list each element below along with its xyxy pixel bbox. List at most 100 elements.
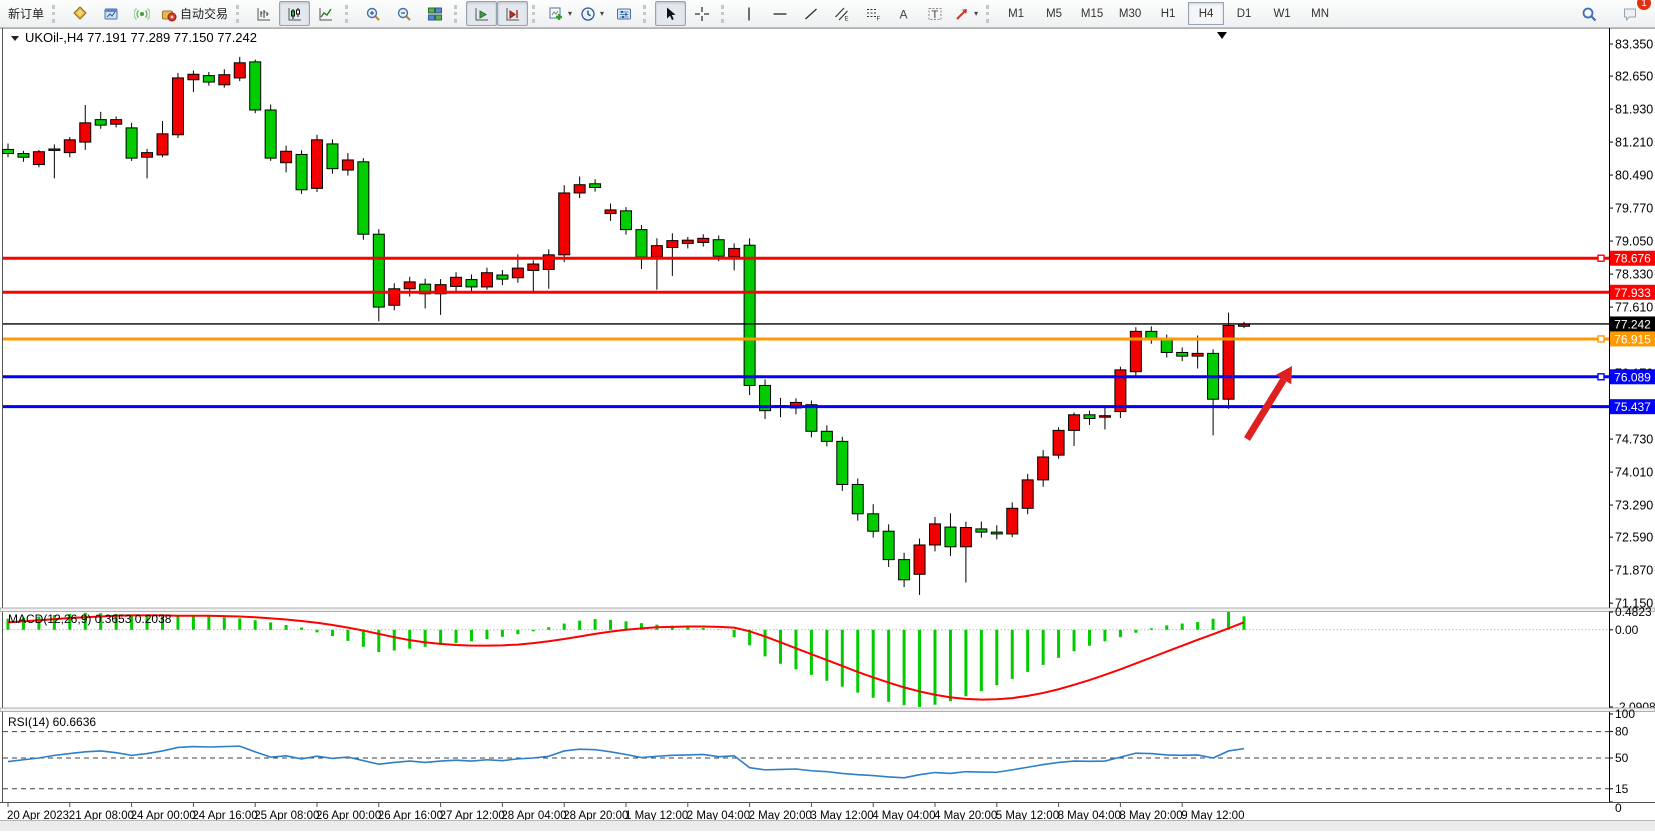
bar-chart-icon[interactable]: [248, 1, 279, 26]
timeframe-M1[interactable]: M1: [1008, 7, 1025, 20]
timeframe-M30[interactable]: M30: [1118, 7, 1142, 20]
chart-canvas[interactable]: 83.350 82.650 81.930 81.210 80.490 79.770 79.0…: [0, 28, 1655, 831]
signal-icon[interactable]: [126, 1, 157, 26]
candle: [959, 527, 972, 548]
candle: [280, 150, 293, 164]
candle: [1176, 351, 1189, 357]
time-marker-icon[interactable]: [1217, 32, 1227, 39]
timeframe-M15[interactable]: M15: [1080, 7, 1104, 20]
zoom-in-icon[interactable]: [357, 1, 388, 26]
date-tick-label: 26 Apr 16:00: [378, 810, 443, 822]
timeframe-H4[interactable]: H4: [1188, 2, 1225, 25]
timeframe-MN[interactable]: MN: [1311, 7, 1330, 20]
candle: [1068, 414, 1081, 431]
candle: [728, 247, 741, 258]
price-tick-label: 81.210: [1615, 136, 1653, 150]
line-chart-icon[interactable]: [310, 1, 341, 26]
price-label: 76.089: [1614, 370, 1651, 384]
rsi-line: [7, 745, 1245, 779]
candle: [620, 210, 632, 231]
candle: [898, 559, 911, 581]
date-tick-label: 4 May 04:00: [872, 810, 935, 822]
new-chart-button[interactable]: ▾: [544, 1, 576, 26]
chart-window-icon[interactable]: [95, 1, 126, 26]
chart-shift-icon[interactable]: [497, 1, 529, 26]
vertical-line-icon[interactable]: [733, 1, 764, 26]
auto-trading-button[interactable]: 自动交易: [157, 1, 232, 26]
candle: [681, 239, 694, 244]
notification-badge: 1: [1637, 0, 1651, 10]
timeframe-D1[interactable]: D1: [1236, 7, 1252, 20]
channel-icon[interactable]: E: [826, 1, 857, 26]
candle: [990, 531, 1003, 535]
price-tick-label: 80.490: [1615, 169, 1653, 183]
candle: [1052, 429, 1065, 456]
candle: [944, 526, 957, 548]
arrows-icon[interactable]: ▾: [950, 1, 982, 26]
candle: [527, 263, 540, 271]
search-icon[interactable]: [1573, 1, 1604, 26]
candle: [759, 384, 772, 412]
date-tick-label: 20 Apr 2023: [7, 810, 69, 822]
price-tick-label: 71.150: [1615, 597, 1653, 611]
price-label-box: [1610, 369, 1655, 385]
chevron-down-icon: ▾: [974, 9, 979, 18]
date-tick-label: 8 May 20:00: [1119, 810, 1182, 822]
auto-scroll-icon[interactable]: [466, 1, 498, 26]
notifications-button[interactable]: 1: [1614, 0, 1651, 26]
timeframe-W1[interactable]: W1: [1273, 7, 1291, 20]
toolbar-grip: [986, 4, 992, 23]
fibonacci-icon[interactable]: F: [857, 1, 888, 26]
price-label-box: [1610, 331, 1655, 347]
trendline-icon[interactable]: [795, 1, 826, 26]
date-tick-label: 28 Apr 20:00: [563, 810, 628, 822]
rsi-tick-label: 15: [1615, 782, 1629, 796]
text-icon[interactable]: A: [888, 1, 919, 26]
chart-settings-icon[interactable]: [608, 1, 639, 26]
candle: [341, 159, 354, 171]
candle: [372, 233, 385, 308]
horizontal-line-icon[interactable]: [764, 1, 795, 26]
price-tick-label: 77.610: [1615, 301, 1653, 315]
arrow-annotation[interactable]: [1244, 377, 1287, 441]
price-tick-label: 74.010: [1615, 466, 1653, 480]
toolbar-grip: [454, 4, 460, 23]
date-tick-label: 8 May 04:00: [1058, 810, 1121, 822]
candle: [233, 62, 246, 79]
candle: [867, 513, 880, 532]
cursor-icon[interactable]: [655, 1, 687, 26]
candle: [94, 119, 107, 126]
candlestick-chart-icon[interactable]: [279, 1, 311, 26]
date-tick-label: 25 Apr 08:00: [254, 810, 319, 822]
candle: [929, 523, 941, 546]
new-order-button[interactable]: 新订单: [4, 1, 48, 26]
timeframe-M5[interactable]: M5: [1046, 7, 1063, 20]
candle: [666, 240, 679, 248]
zoom-out-icon[interactable]: [388, 1, 419, 26]
price-tick-label: 83.350: [1615, 38, 1653, 52]
period-button[interactable]: ▾: [576, 1, 608, 26]
candle: [1021, 479, 1034, 509]
candle: [63, 139, 76, 154]
text-label-icon[interactable]: T: [919, 1, 950, 26]
candle: [836, 440, 849, 485]
candle: [311, 139, 323, 189]
candle: [202, 75, 215, 83]
date-tick-label: 9 May 12:00: [1181, 810, 1244, 822]
gold-seal-icon[interactable]: [64, 1, 95, 26]
candle: [573, 184, 586, 194]
candle: [480, 272, 493, 288]
candle: [743, 244, 756, 386]
svg-text:F: F: [876, 16, 880, 22]
tile-windows-icon[interactable]: [419, 1, 450, 26]
candle: [1129, 330, 1142, 373]
price-chart[interactable]: 83.350 82.650 81.930 81.210 80.490 79.770 79.0…: [0, 28, 1655, 831]
symbol-dropdown-icon[interactable]: [11, 36, 19, 41]
timeframe-H1[interactable]: H1: [1160, 7, 1176, 20]
candle: [450, 276, 463, 287]
svg-text:T: T: [931, 9, 938, 21]
crosshair-icon[interactable]: [686, 1, 717, 26]
date-tick-label: 28 Apr 04:00: [501, 810, 566, 822]
